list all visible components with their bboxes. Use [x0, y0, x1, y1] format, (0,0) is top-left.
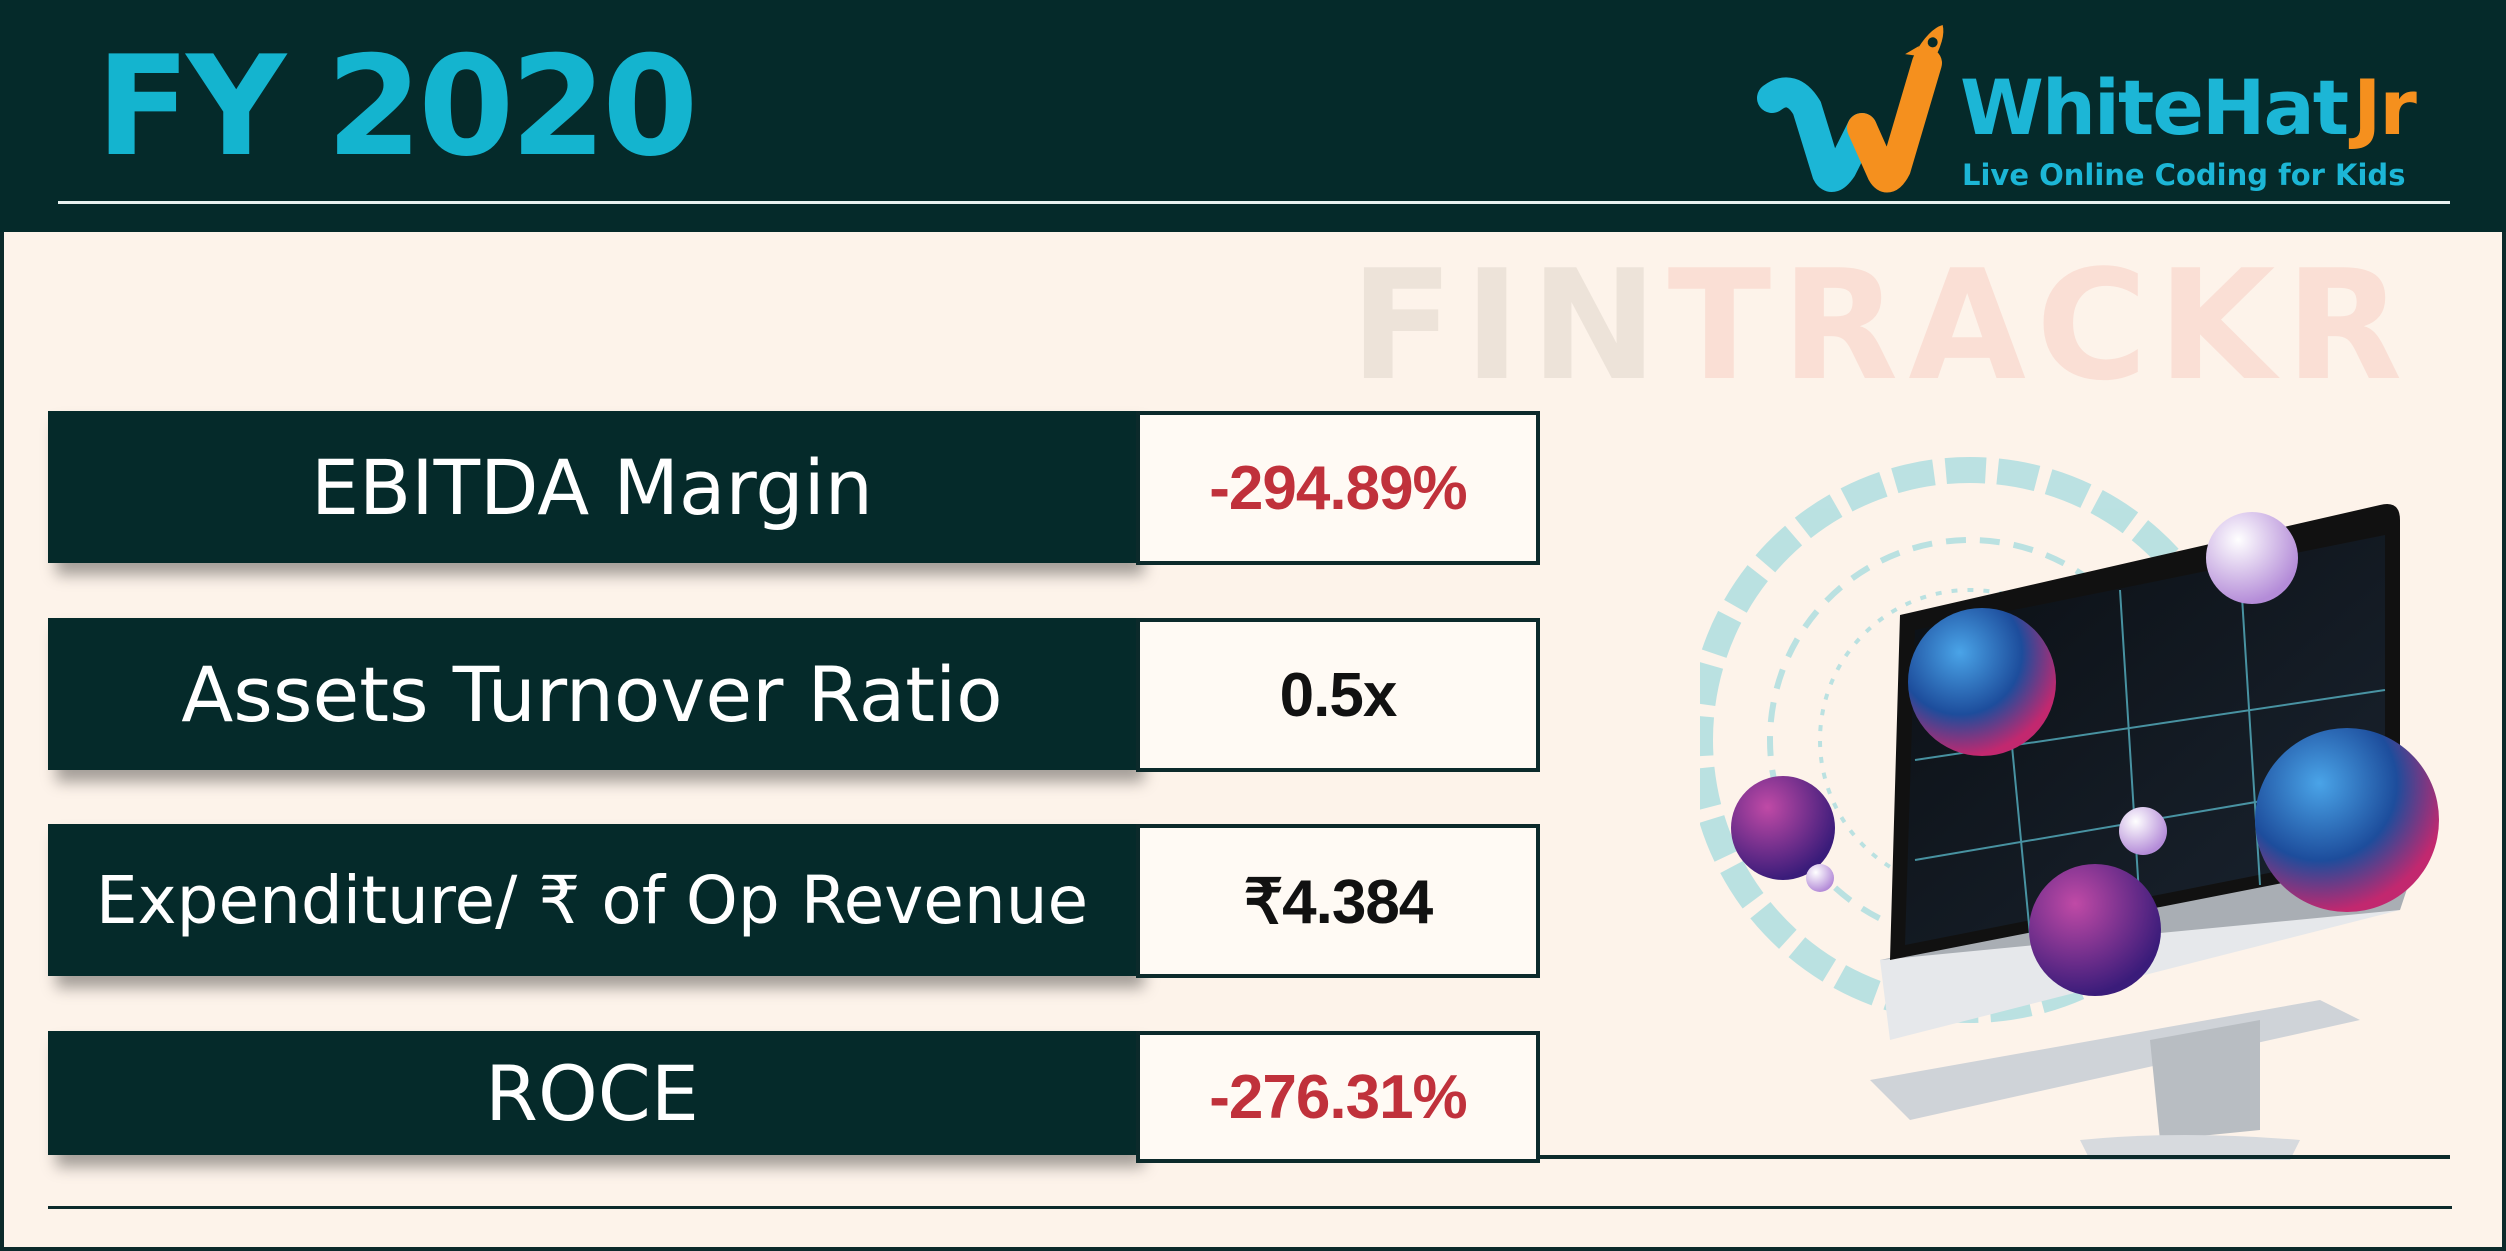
fiscal-year-title: FY 2020 — [96, 26, 698, 187]
bottom-rule — [1536, 1155, 2450, 1159]
metric-value: -294.89% — [1209, 453, 1467, 523]
metric-label-box: EBITDA Margin — [48, 411, 1136, 563]
metric-value-box: ₹4.384 — [1136, 824, 1540, 978]
brand-name: WhiteHatJr — [1960, 70, 2417, 146]
metric-label-box: Expenditure/ ₹ of Op Revenue — [48, 824, 1136, 976]
metric-label: EBITDA Margin — [311, 442, 873, 532]
monitor-with-spheres-illustration — [1700, 457, 2439, 1160]
w-logo-icon — [1757, 25, 1944, 193]
metric-value: -276.31% — [1209, 1062, 1467, 1132]
brand-tagline: Live Online Coding for Kids — [1962, 158, 2406, 192]
sphere-icon — [2206, 512, 2298, 604]
metric-value: 0.5x — [1279, 660, 1398, 730]
sphere-icon — [1731, 776, 1835, 880]
rocket-icon — [1905, 25, 1944, 73]
sphere-icon — [1806, 864, 1834, 892]
sphere-icon — [2255, 728, 2439, 912]
metric-label: Expenditure/ ₹ of Op Revenue — [95, 861, 1089, 939]
footer-rule — [48, 1206, 2452, 1209]
brand-name-suffix: Jr — [2353, 63, 2417, 152]
header-divider — [58, 201, 2450, 204]
metric-label: ROCE — [485, 1048, 699, 1138]
metric-value-box: -294.89% — [1136, 411, 1540, 565]
metric-label-box: ROCE — [48, 1031, 1136, 1155]
brand-name-main: WhiteHat — [1960, 63, 2349, 152]
fintrackr-watermark: FINTRACKR — [1350, 250, 2412, 402]
metric-value-box: -276.31% — [1136, 1031, 1540, 1163]
watermark-part2: TRACKR — [1667, 237, 2413, 414]
sphere-icon — [1908, 608, 2056, 756]
watermark-part1: FIN — [1350, 237, 1668, 414]
metric-label: Assets Turnover Ratio — [181, 649, 1003, 739]
whitehat-jr-logo: WhiteHatJr Live Online Coding for Kids — [1752, 8, 2472, 198]
header: FY 2020 WhiteHatJr Live Online Coding fo… — [0, 0, 2506, 232]
metric-value-box: 0.5x — [1136, 618, 1540, 772]
sphere-icon — [2029, 864, 2161, 996]
metric-label-box: Assets Turnover Ratio — [48, 618, 1136, 770]
metric-value: ₹4.384 — [1243, 867, 1434, 937]
sphere-icon — [2119, 807, 2167, 855]
